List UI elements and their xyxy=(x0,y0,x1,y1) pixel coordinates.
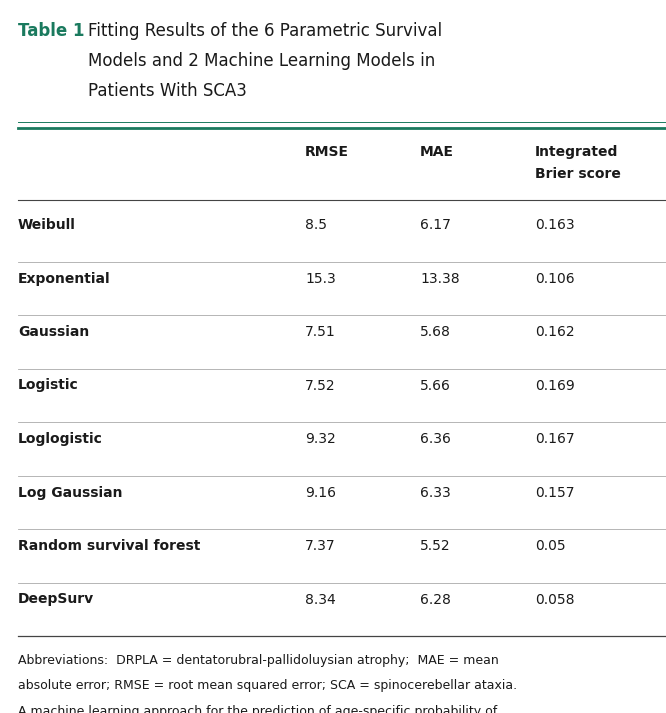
Text: 7.37: 7.37 xyxy=(305,539,336,553)
Text: 0.157: 0.157 xyxy=(535,486,575,500)
Text: 0.167: 0.167 xyxy=(535,432,575,446)
Text: 9.16: 9.16 xyxy=(305,486,336,500)
Text: 6.17: 6.17 xyxy=(420,218,451,232)
Text: Exponential: Exponential xyxy=(18,272,111,285)
Text: 0.162: 0.162 xyxy=(535,325,575,339)
Text: 8.34: 8.34 xyxy=(305,593,336,607)
Text: 6.33: 6.33 xyxy=(420,486,451,500)
Text: 9.32: 9.32 xyxy=(305,432,336,446)
Text: Abbreviations:  DRPLA = dentatorubral-pallidoluysian atrophy;  MAE = mean: Abbreviations: DRPLA = dentatorubral-pal… xyxy=(18,654,499,667)
Text: 6.28: 6.28 xyxy=(420,593,451,607)
Text: MAE: MAE xyxy=(420,145,454,159)
Text: Integrated: Integrated xyxy=(535,145,618,159)
Text: 0.169: 0.169 xyxy=(535,379,575,392)
Text: absolute error; RMSE = root mean squared error; SCA = spinocerebellar ataxia.: absolute error; RMSE = root mean squared… xyxy=(18,679,517,692)
Text: Log Gaussian: Log Gaussian xyxy=(18,486,123,500)
Text: 0.05: 0.05 xyxy=(535,539,565,553)
Text: Random survival forest: Random survival forest xyxy=(18,539,200,553)
Text: Brier score: Brier score xyxy=(535,167,621,181)
Text: RMSE: RMSE xyxy=(305,145,349,159)
Text: 0.058: 0.058 xyxy=(535,593,575,607)
Text: 6.36: 6.36 xyxy=(420,432,451,446)
Text: 15.3: 15.3 xyxy=(305,272,336,285)
Text: 8.5: 8.5 xyxy=(305,218,327,232)
Text: Loglogistic: Loglogistic xyxy=(18,432,103,446)
Text: Fitting Results of the 6 Parametric Survival: Fitting Results of the 6 Parametric Surv… xyxy=(88,22,442,40)
Text: 5.68: 5.68 xyxy=(420,325,451,339)
Text: 0.106: 0.106 xyxy=(535,272,575,285)
Text: Table 1: Table 1 xyxy=(18,22,85,40)
Text: Logistic: Logistic xyxy=(18,379,79,392)
Text: 13.38: 13.38 xyxy=(420,272,460,285)
Text: 5.52: 5.52 xyxy=(420,539,451,553)
Text: A machine learning approach for the prediction of age-specific probability of: A machine learning approach for the pred… xyxy=(18,705,498,713)
Text: Models and 2 Machine Learning Models in: Models and 2 Machine Learning Models in xyxy=(88,52,436,70)
Text: 0.163: 0.163 xyxy=(535,218,575,232)
Text: 5.66: 5.66 xyxy=(420,379,451,392)
Text: Patients With SCA3: Patients With SCA3 xyxy=(88,82,247,100)
Text: Gaussian: Gaussian xyxy=(18,325,89,339)
Text: 7.51: 7.51 xyxy=(305,325,336,339)
Text: DeepSurv: DeepSurv xyxy=(18,593,94,607)
Text: 7.52: 7.52 xyxy=(305,379,336,392)
Text: Weibull: Weibull xyxy=(18,218,76,232)
